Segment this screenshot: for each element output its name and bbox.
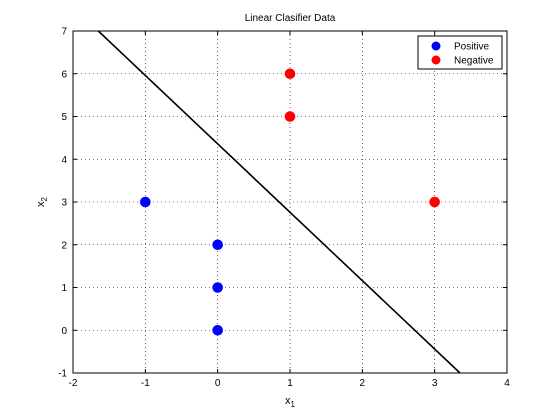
point-positive: [213, 240, 223, 250]
x-tick-label: -2: [69, 378, 78, 389]
point-negative: [285, 112, 295, 122]
point-positive: [213, 325, 223, 335]
chart-title: Linear Clasifier Data: [245, 13, 336, 24]
legend-marker-negative: [432, 56, 441, 65]
x-tick-label: 3: [432, 378, 438, 389]
x-tick-label: -1: [141, 378, 150, 389]
y-tick-label: 4: [61, 155, 67, 166]
legend-marker-positive: [432, 42, 441, 51]
y-tick-label: 0: [61, 326, 67, 337]
legend: Positive Negative: [418, 36, 502, 69]
point-positive: [141, 197, 151, 207]
point-positive: [213, 283, 223, 293]
y-tick-label: 2: [61, 240, 67, 251]
x-tick-label: 0: [215, 378, 221, 389]
y-tick-label: 7: [61, 27, 67, 38]
y-tick-label: 5: [61, 112, 67, 123]
x-tick-label: 4: [504, 378, 510, 389]
x-tick-label: 2: [360, 378, 366, 389]
y-tick-label: 1: [61, 283, 67, 294]
y-tick-label: 3: [61, 198, 67, 209]
x-axis-label-sub: 1: [291, 400, 296, 409]
y-tick-label: -1: [58, 369, 67, 380]
legend-label-negative: Negative: [454, 56, 494, 67]
point-negative: [430, 197, 440, 207]
y-tick-label: 6: [61, 69, 67, 80]
x-tick-label: 1: [287, 378, 293, 389]
legend-label-positive: Positive: [454, 42, 489, 53]
y-axis-label-sub: 2: [40, 196, 49, 201]
point-negative: [285, 69, 295, 79]
